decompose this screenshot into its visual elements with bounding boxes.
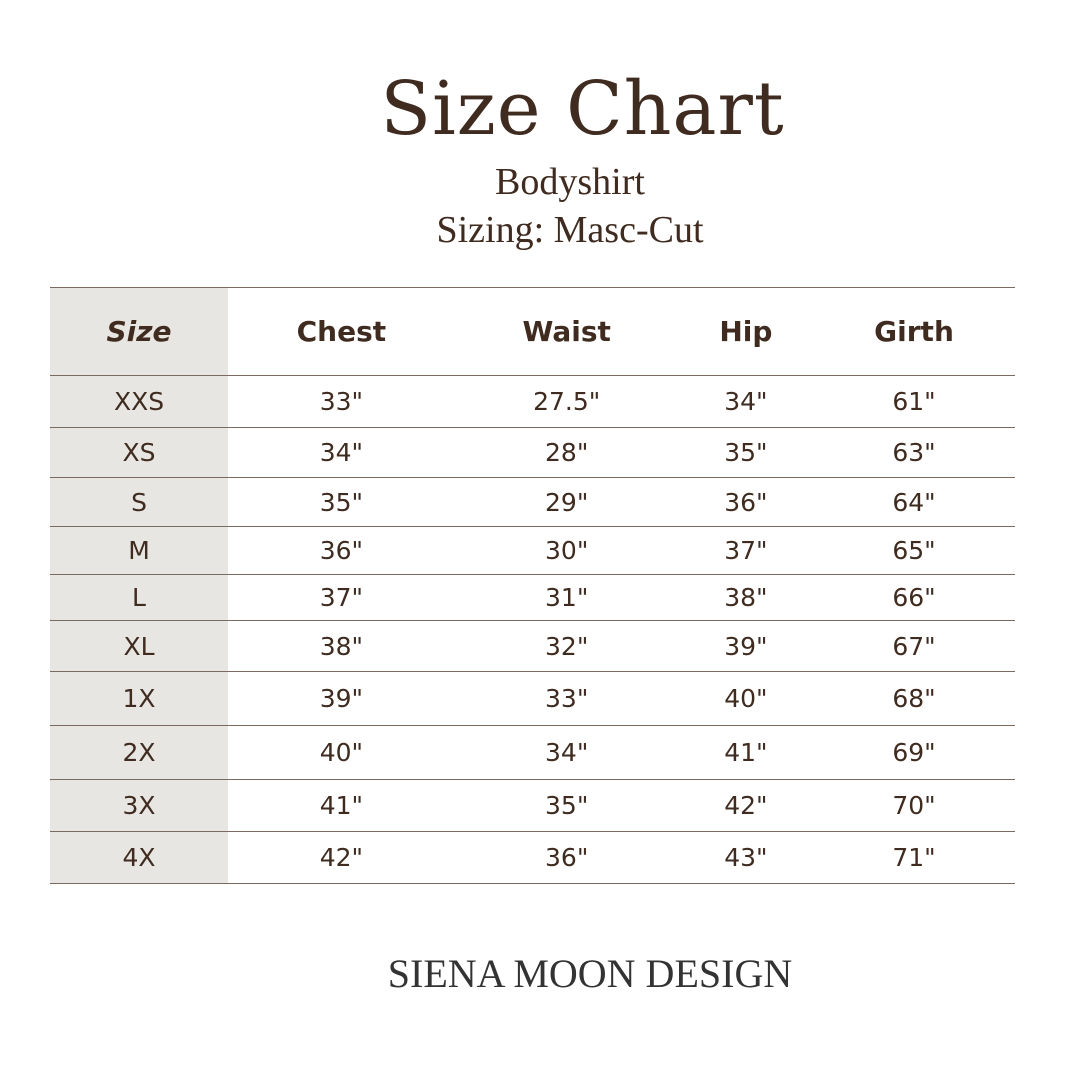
measurement-cell: 41"	[228, 779, 455, 832]
measurement-cell: 36"	[678, 477, 814, 527]
measurement-cell: 36"	[228, 526, 455, 575]
sizing-label: Sizing: Masc-Cut	[436, 209, 704, 251]
measurement-cell: 35"	[228, 477, 455, 527]
measurement-cell: 39"	[228, 671, 455, 726]
measurement-cell: 30"	[454, 526, 679, 575]
measurement-cell: 71"	[813, 831, 1015, 884]
measurement-cell: 61"	[813, 375, 1015, 428]
measurement-cell: 35"	[678, 427, 814, 478]
table-row: M 36" 30" 37" 65"	[50, 526, 1015, 575]
measurement-cell: 66"	[813, 574, 1015, 621]
header-row: Size Chest Waist Hip Girth	[50, 287, 1015, 376]
measurement-cell: 33"	[454, 671, 679, 726]
measurement-cell: 68"	[813, 671, 1015, 726]
measurement-cell: 43"	[678, 831, 814, 884]
table-row: 3X 41" 35" 42" 70"	[50, 779, 1015, 832]
measurement-cell: 65"	[813, 526, 1015, 575]
table-row: XL 38" 32" 39" 67"	[50, 620, 1015, 672]
measurement-cell: 36"	[454, 831, 679, 884]
measurement-cell: 38"	[678, 574, 814, 621]
column-header-girth: Girth	[813, 287, 1015, 376]
table-row: XS 34" 28" 35" 63"	[50, 427, 1015, 478]
measurement-cell: 37"	[678, 526, 814, 575]
measurement-cell: 29"	[454, 477, 679, 527]
size-cell: XXS	[50, 375, 228, 428]
measurement-cell: 34"	[678, 375, 814, 428]
measurement-cell: 34"	[228, 427, 455, 478]
size-table: Size Chest Waist Hip Girth XXS 33" 27.5" 34" 61"…	[50, 287, 1015, 884]
measurement-cell: 69"	[813, 725, 1015, 780]
size-cell: 2X	[50, 725, 228, 780]
column-header-size: Size	[50, 287, 228, 376]
measurement-cell: 27.5"	[454, 375, 679, 428]
size-cell: M	[50, 526, 228, 575]
measurement-cell: 38"	[228, 620, 455, 672]
product-name: Bodyshirt	[495, 161, 645, 203]
size-cell: L	[50, 574, 228, 621]
size-cell: 4X	[50, 831, 228, 884]
measurement-cell: 37"	[228, 574, 455, 621]
table-row: 4X 42" 36" 43" 71"	[50, 831, 1015, 884]
column-header-waist: Waist	[454, 287, 679, 376]
measurement-cell: 32"	[454, 620, 679, 672]
measurement-cell: 41"	[678, 725, 814, 780]
page-title: Size Chart	[380, 66, 785, 152]
measurement-cell: 67"	[813, 620, 1015, 672]
measurement-cell: 63"	[813, 427, 1015, 478]
table-row: S 35" 29" 36" 64"	[50, 477, 1015, 527]
measurement-cell: 31"	[454, 574, 679, 621]
measurement-cell: 42"	[678, 779, 814, 832]
column-header-chest: Chest	[228, 287, 455, 376]
size-cell: 1X	[50, 671, 228, 726]
column-header-hip: Hip	[678, 287, 814, 376]
measurement-cell: 70"	[813, 779, 1015, 832]
measurement-cell: 42"	[228, 831, 455, 884]
measurement-cell: 40"	[678, 671, 814, 726]
size-cell: 3X	[50, 779, 228, 832]
measurement-cell: 40"	[228, 725, 455, 780]
measurement-cell: 64"	[813, 477, 1015, 527]
measurement-cell: 33"	[228, 375, 455, 428]
table-row: XXS 33" 27.5" 34" 61"	[50, 375, 1015, 428]
table-row: 2X 40" 34" 41" 69"	[50, 725, 1015, 780]
brand-logo: SIENA MOON DESIGN	[387, 951, 793, 996]
measurement-cell: 39"	[678, 620, 814, 672]
table-row: L 37" 31" 38" 66"	[50, 574, 1015, 621]
size-cell: XS	[50, 427, 228, 478]
size-cell: XL	[50, 620, 228, 672]
measurement-cell: 34"	[454, 725, 679, 780]
measurement-cell: 35"	[454, 779, 679, 832]
table-row: 1X 39" 33" 40" 68"	[50, 671, 1015, 726]
size-cell: S	[50, 477, 228, 527]
measurement-cell: 28"	[454, 427, 679, 478]
